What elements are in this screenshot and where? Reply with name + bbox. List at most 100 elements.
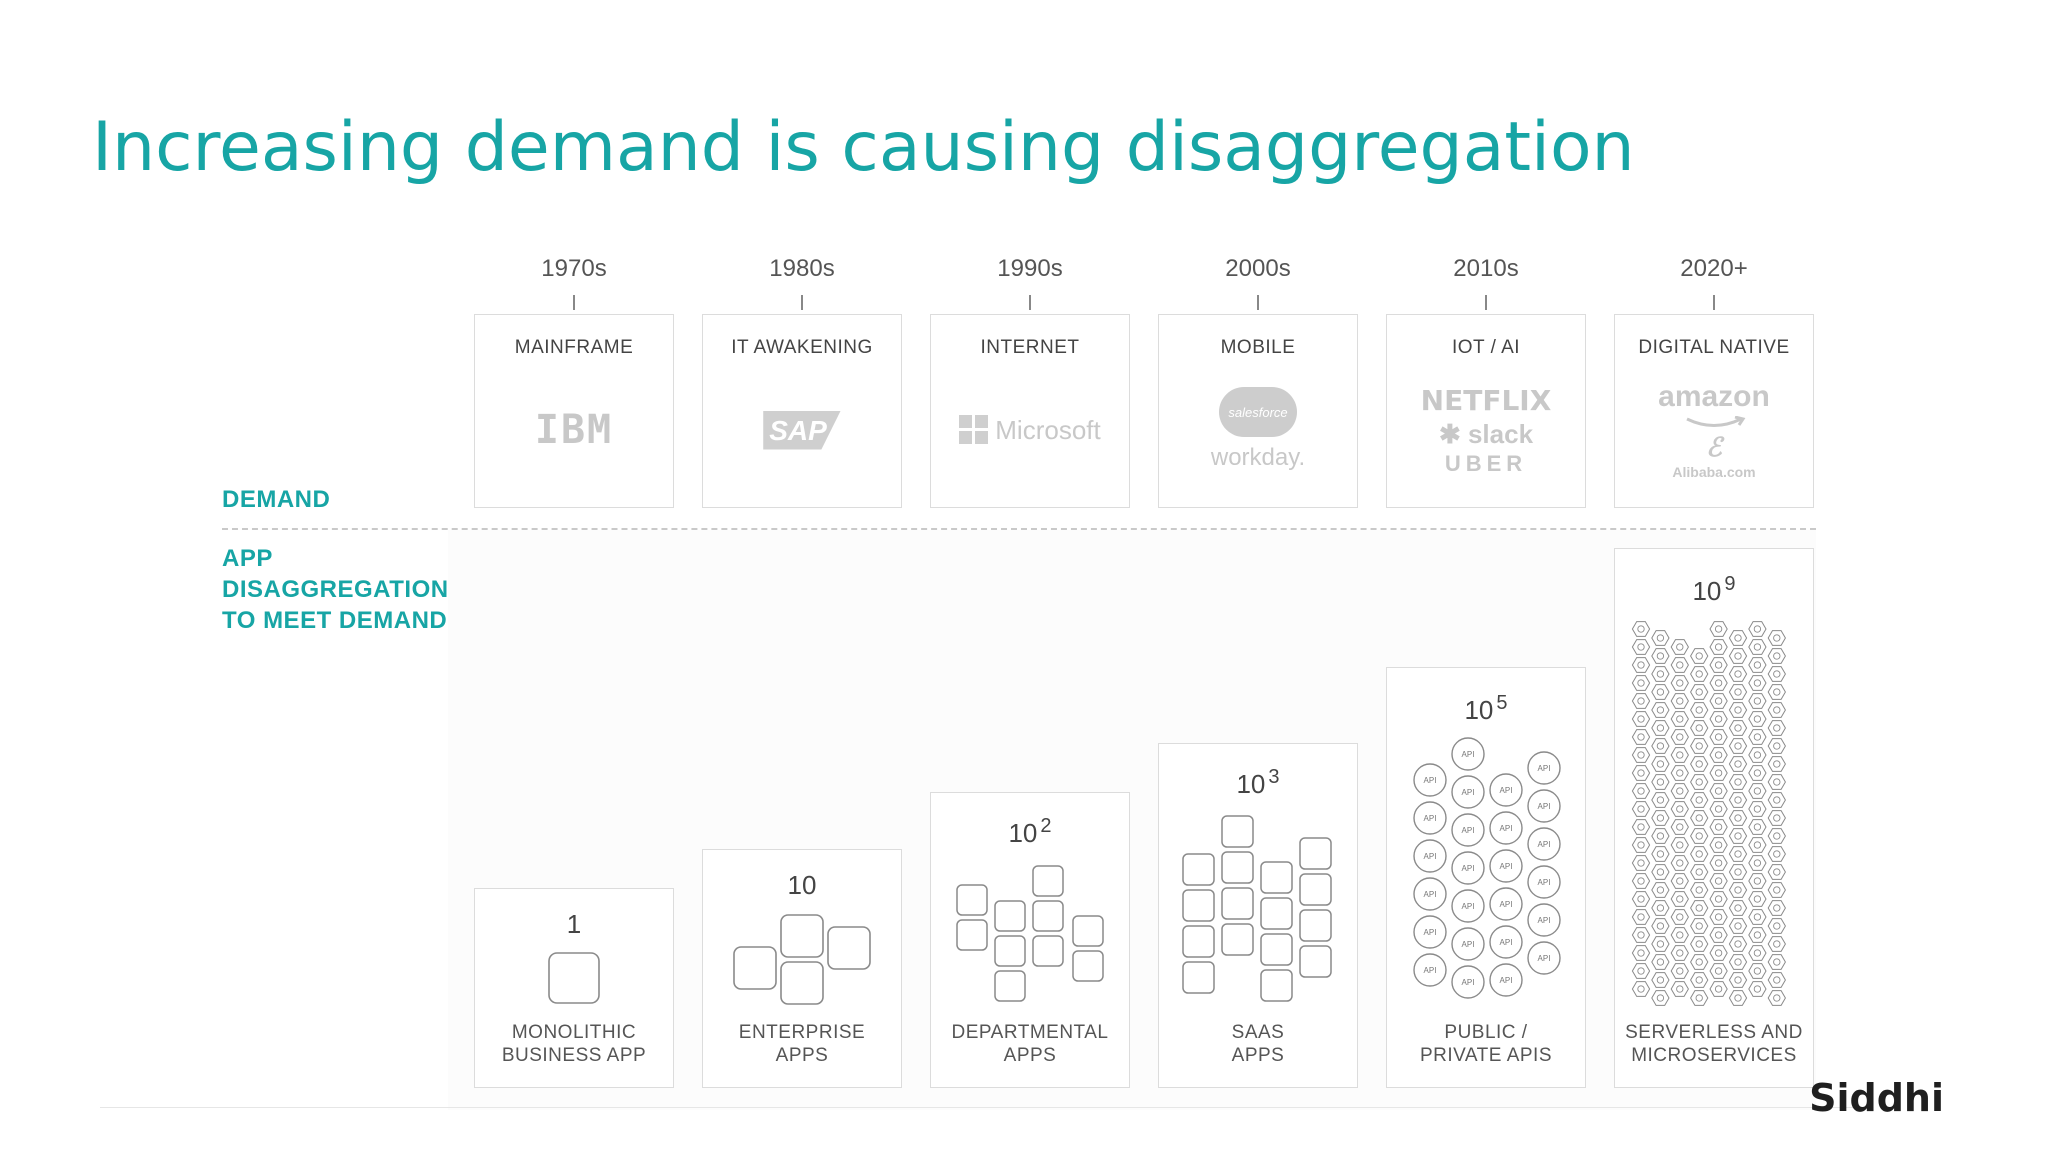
microservice-core — [1656, 796, 1665, 804]
microservice-core — [1676, 697, 1684, 705]
microservice-hex — [1767, 720, 1786, 736]
microservice-core — [1773, 670, 1781, 678]
microservice-hex — [1709, 783, 1728, 799]
microservice-hex — [1670, 891, 1689, 907]
microservice-hex — [1651, 774, 1670, 790]
microservice-core — [1637, 841, 1645, 849]
microservice-core — [1773, 922, 1781, 930]
microservice-core — [1656, 778, 1665, 786]
microservice-hex — [1670, 675, 1689, 691]
microservice-hex — [1748, 783, 1767, 799]
microservice-hex — [1690, 756, 1709, 772]
microservice-hex — [1748, 711, 1767, 727]
svg-text:API: API — [1424, 890, 1437, 899]
era-2000s: 2000s MOBILE salesforce workday. — [1158, 255, 1358, 508]
microservice-hex — [1690, 846, 1709, 862]
microservice-hex — [1728, 630, 1748, 646]
microservice-hex — [1651, 900, 1670, 916]
microservice-hex — [1748, 963, 1767, 979]
microservice-hex — [1670, 747, 1689, 763]
microservice-core — [1714, 841, 1723, 849]
microservice-hex — [1670, 765, 1689, 781]
microservice-hex — [1670, 909, 1689, 925]
microservice-hex — [1670, 837, 1689, 853]
microservice-hex — [1631, 729, 1651, 745]
microservice-core — [1637, 625, 1645, 633]
sap-logo: SAP — [763, 410, 841, 450]
api-node: API — [1413, 801, 1447, 835]
microservice-hex — [1709, 837, 1728, 853]
microservice-core — [1695, 670, 1703, 678]
microservice-core — [1753, 895, 1762, 903]
era-name: INTERNET — [980, 337, 1080, 358]
api-node: API — [1451, 927, 1485, 961]
era-2010s: 2010s IOT / AI NETFLIX ✱ slack UBER — [1386, 255, 1586, 508]
microservice-core — [1676, 895, 1684, 903]
microservice-core — [1676, 805, 1684, 813]
microservice-core — [1734, 724, 1742, 732]
svg-text:API: API — [1500, 786, 1513, 795]
microservice-core — [1695, 976, 1703, 984]
app-name-line: APPS — [775, 1045, 829, 1066]
microservice-hex — [1748, 819, 1767, 835]
saas-box — [1260, 969, 1293, 1002]
microservice-core — [1734, 742, 1742, 750]
app-count-base: 10 — [1008, 818, 1038, 848]
era-2020: 2020+ DIGITAL NATIVE amazon ℰ Alibaba.co… — [1614, 255, 1814, 508]
microservice-core — [1714, 805, 1723, 813]
microservice-hex — [1690, 810, 1709, 826]
microservice-hex — [1728, 990, 1748, 1006]
microservice-hex — [1631, 945, 1651, 961]
svg-text:API: API — [1500, 976, 1513, 985]
microservice-core — [1753, 985, 1762, 993]
microservice-hex — [1690, 936, 1709, 952]
app-card-departmental: 10 2 DEPARTMENTAL APPS — [930, 792, 1130, 1088]
microservice-hex — [1631, 801, 1651, 817]
microservice-hex — [1728, 648, 1748, 664]
microservice-hex — [1651, 756, 1670, 772]
microservice-hex — [1690, 900, 1709, 916]
microservice-hex — [1748, 729, 1767, 745]
microservice-hex — [1690, 684, 1709, 700]
microservice-hex — [1748, 837, 1767, 853]
microservice-core — [1714, 697, 1723, 705]
microservice-hex — [1728, 702, 1748, 718]
alibaba-logo: Alibaba.com — [1672, 464, 1756, 481]
svg-text:API: API — [1424, 852, 1437, 861]
microservice-core — [1695, 886, 1703, 894]
microservice-hex — [1748, 657, 1767, 673]
microservice-core — [1656, 634, 1665, 642]
slack-logo: ✱ slack — [1439, 418, 1533, 451]
microservice-core — [1753, 679, 1762, 687]
microservice-hex — [1748, 855, 1767, 871]
microservice-hex — [1670, 963, 1689, 979]
microservice-core — [1773, 796, 1781, 804]
saas-box — [1221, 851, 1254, 884]
microservice-core — [1656, 742, 1665, 750]
microservice-hex — [1651, 864, 1670, 880]
microservice-core — [1676, 661, 1684, 669]
microservice-core — [1695, 760, 1703, 768]
microservice-core — [1753, 625, 1762, 633]
microservice-core — [1637, 805, 1645, 813]
era-year: 2010s — [1453, 255, 1519, 282]
timeline-tick — [801, 295, 803, 310]
app-name-line: MICROSERVICES — [1631, 1045, 1797, 1066]
microservice-core — [1676, 787, 1684, 795]
svg-text:API: API — [1462, 978, 1475, 987]
microservice-hex — [1709, 621, 1728, 637]
microservice-core — [1656, 886, 1665, 894]
app-count-exponent: 9 — [1724, 573, 1736, 595]
microservice-core — [1734, 814, 1742, 822]
era-name: MOBILE — [1220, 337, 1296, 358]
microservice-core — [1753, 841, 1762, 849]
microservice-core — [1637, 643, 1645, 651]
microservice-core — [1656, 724, 1665, 732]
microservice-core — [1734, 652, 1742, 660]
microservice-hex — [1767, 828, 1786, 844]
svg-text:API: API — [1462, 902, 1475, 911]
microservice-hex — [1690, 828, 1709, 844]
saas-box — [1260, 897, 1293, 930]
microservice-core — [1695, 742, 1703, 750]
era-year: 2020+ — [1680, 255, 1748, 282]
